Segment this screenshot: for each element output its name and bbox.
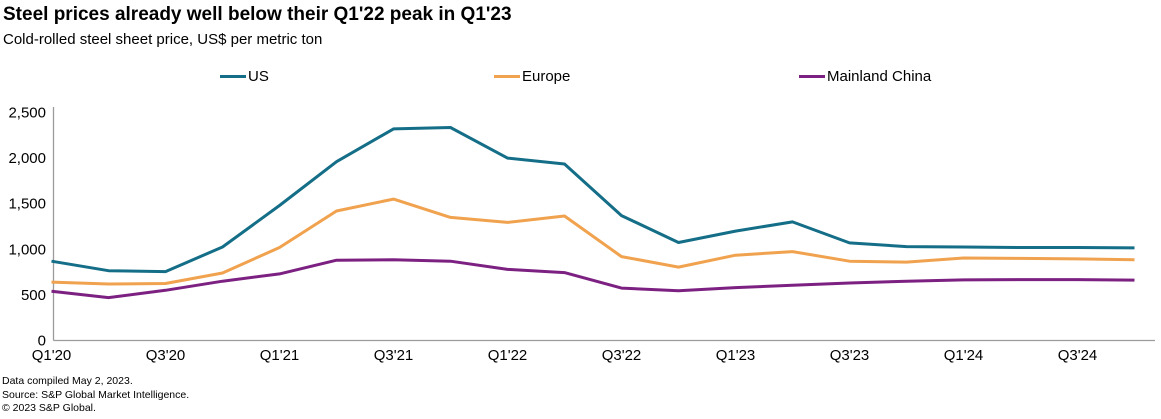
chart-title: Steel prices already well below their Q1… — [3, 4, 512, 25]
legend-item-europe: Europe — [494, 66, 570, 86]
series-line-mainland-china — [51, 258, 1135, 300]
footer-source-line: Source: S&P Global Market Intelligence. — [2, 388, 190, 401]
x-axis-tick-label: Q3'23 — [830, 347, 870, 364]
series-line-europe — [51, 197, 1135, 286]
legend-item-us: US — [220, 66, 269, 86]
y-axis-tick-label: 500 — [21, 287, 46, 304]
series-line-us — [51, 126, 1135, 274]
legend-label-us: US — [248, 67, 269, 85]
source-note: Data compiled May 2, 2023. Source: S&P G… — [2, 375, 189, 416]
us-line-swatch — [220, 74, 246, 78]
y-axis-tick-label: 1,000 — [8, 241, 46, 258]
x-axis-tick-label: Q1'20 — [32, 347, 72, 364]
x-axis-tick-label: Q3'24 — [1058, 347, 1098, 364]
x-axis-tick-label: Q3'20 — [146, 347, 186, 364]
legend-label-mainland-china: Mainland China — [827, 67, 932, 85]
legend-label-europe: Europe — [522, 67, 571, 85]
x-axis-tick-label: Q1'22 — [488, 347, 528, 364]
x-axis-tick-label: Q1'23 — [716, 347, 756, 364]
x-axis-tick-label: Q1'21 — [260, 347, 300, 364]
y-axis-tick-label: 1,500 — [8, 196, 46, 213]
x-axis-tick-label: Q3'22 — [602, 347, 642, 364]
mainland-china-line-swatch — [799, 74, 825, 78]
x-axis-tick-label: Q3'21 — [374, 347, 414, 364]
chart-subtitle: Cold-rolled steel sheet price, US$ per m… — [3, 31, 323, 48]
x-axis-tick-label: Q1'24 — [944, 347, 984, 364]
legend-item-mainland-china: Mainland China — [799, 66, 931, 86]
legend: US Europe Mainland China — [0, 66, 1161, 86]
y-axis-tick-label: 0 — [38, 333, 46, 350]
y-axis-tick-label: 2,500 — [8, 105, 46, 122]
footer-copyright-line: © 2023 S&P Global. — [2, 402, 96, 414]
y-axis-tick-label: 2,000 — [8, 150, 46, 167]
footer-compiled-line: Data compiled May 2, 2023. — [2, 375, 133, 387]
europe-line-swatch — [494, 74, 520, 78]
